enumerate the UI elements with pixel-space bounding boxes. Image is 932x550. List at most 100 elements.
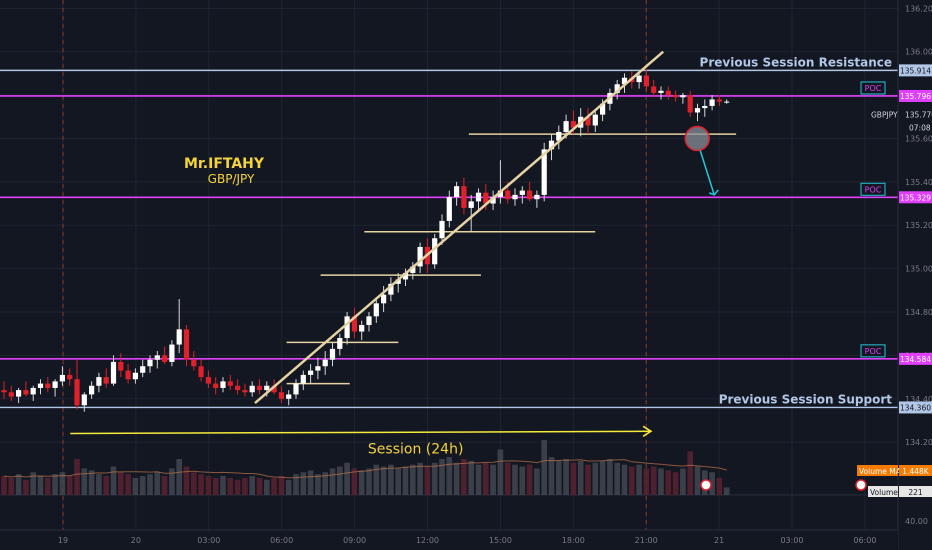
time-tick-label: 06:00: [853, 536, 876, 545]
volume-bar: [329, 468, 336, 495]
volume-bar: [424, 466, 431, 495]
price-tag-poc: [899, 89, 932, 102]
volume-bar: [220, 476, 226, 495]
candle: [658, 86, 664, 100]
candle: [89, 381, 95, 399]
volume-bar: [88, 470, 95, 495]
volume-bar: [256, 477, 263, 495]
candle: [585, 108, 591, 135]
candle: [417, 242, 423, 273]
candle-body: [96, 377, 102, 386]
candle-body: [23, 390, 29, 395]
candle: [446, 190, 452, 228]
candle: [256, 379, 263, 395]
candle: [67, 368, 73, 386]
volume-bar: [351, 468, 358, 495]
candle: [461, 177, 467, 215]
volume-bar: [161, 476, 168, 495]
session-arrow-line[interactable]: [70, 430, 652, 435]
volume-bar: [504, 462, 511, 495]
volume-bar: [556, 460, 562, 495]
volume-bar: [1, 476, 7, 495]
candle: [359, 320, 365, 341]
volume-bar: [315, 474, 321, 495]
volume-bar: [264, 479, 270, 495]
volume-bar: [658, 468, 664, 495]
candle-body: [147, 359, 153, 367]
candle-body: [417, 246, 423, 267]
volume-bar: [585, 464, 591, 495]
candle-body: [702, 105, 708, 109]
candle-body: [89, 385, 95, 395]
poc-badge-text: POC: [865, 347, 882, 356]
candle-body: [410, 266, 416, 273]
candle-body: [220, 381, 226, 388]
candle-body: [439, 220, 445, 239]
candle: [30, 385, 36, 401]
time-tick-label: 20: [131, 536, 141, 545]
volume-bar: [212, 477, 219, 495]
volume-ma-line: [3, 459, 727, 479]
candle: [205, 370, 211, 388]
volume-bar: [468, 460, 474, 495]
volume-bar: [497, 449, 504, 495]
volume-bar: [74, 458, 80, 495]
candle: [592, 110, 598, 132]
dividend-icon: [700, 479, 712, 491]
candle-body: [110, 361, 117, 384]
volume-bar: [30, 472, 36, 495]
candle-body: [665, 90, 671, 96]
candle-body: [74, 379, 80, 406]
candle-body: [490, 197, 496, 204]
candle: [308, 364, 314, 384]
time-axis[interactable]: 19 20 03:00 06:00 09:00 12:00 15:00 18:00 21:00 2…: [0, 529, 898, 550]
candle: [454, 181, 460, 206]
candle: [23, 381, 29, 397]
candle: [709, 95, 715, 111]
volume-bar: [629, 466, 635, 495]
candle: [45, 377, 51, 393]
volume-bar: [23, 479, 29, 495]
projection-arrow[interactable]: [684, 125, 719, 196]
price-tag-text: 134.360: [900, 403, 931, 412]
session-arrow[interactable]: Session (24h): [70, 425, 653, 457]
volume-bar: [205, 476, 212, 495]
candle: [527, 181, 533, 202]
volume-bar: [417, 462, 423, 495]
price-tick-label: 134.200: [905, 438, 932, 447]
level-lines[interactable]: [0, 69, 898, 409]
candle-body: [322, 359, 328, 367]
volume-legend: Volume MA 1.448K Volume 221: [700, 465, 932, 497]
candle-body: [315, 366, 321, 371]
projection-circle[interactable]: [684, 125, 710, 152]
volume-bar: [307, 470, 314, 495]
volume-bar: [636, 464, 642, 495]
session-label: Session (24h): [368, 441, 463, 457]
volume-bar: [402, 466, 409, 495]
candle: [169, 340, 175, 367]
volume-bar: [176, 458, 182, 495]
candle: [468, 194, 474, 232]
level-annotation-resistance: Previous Session Resistance: [700, 55, 892, 69]
poc-badge: [860, 344, 886, 358]
price-tick-label: 135.000: [905, 265, 932, 274]
volume-bar: [132, 477, 139, 495]
volume-bar: [431, 462, 438, 495]
trendline[interactable]: [254, 50, 665, 405]
volume-bar: [198, 474, 204, 495]
volume-ma-label: Volume MA: [859, 467, 902, 476]
candle: [132, 368, 138, 384]
candle-body: [388, 283, 394, 295]
volume-bar: [723, 487, 730, 495]
volume-bar: [249, 476, 255, 495]
candle: [235, 379, 241, 395]
candle: [198, 359, 204, 382]
projection-arrow-line[interactable]: [699, 150, 715, 196]
candle: [373, 298, 379, 323]
volume-bar: [519, 466, 526, 495]
candle: [490, 190, 496, 211]
candle-body: [585, 116, 591, 126]
candle: [665, 86, 671, 100]
volume-bar: [337, 466, 343, 495]
